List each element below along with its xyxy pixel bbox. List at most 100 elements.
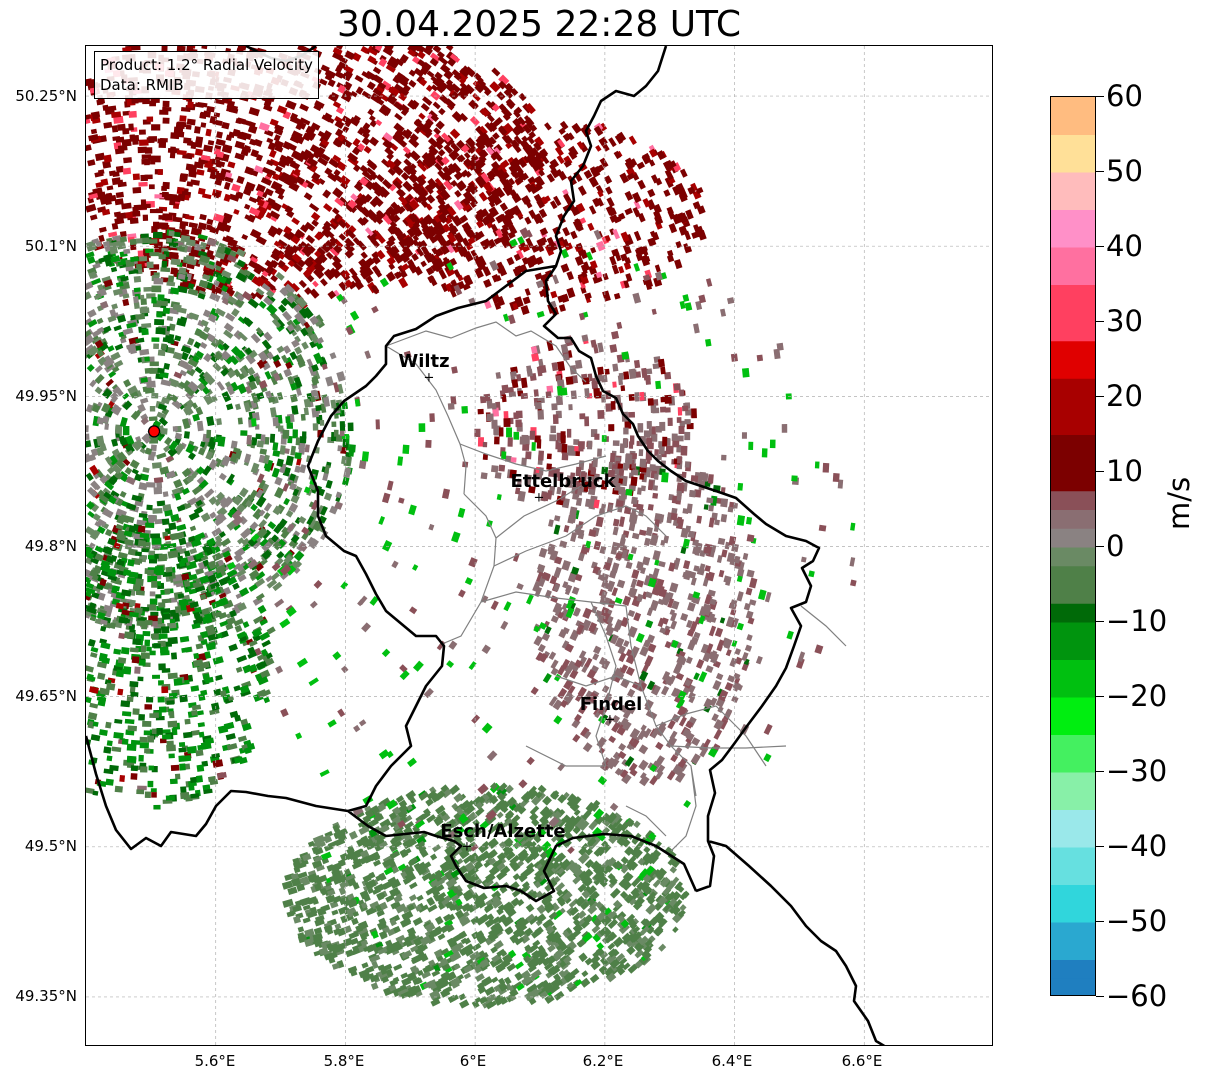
radar-echo-cell	[544, 122, 552, 131]
radar-echo-cell	[212, 119, 223, 127]
radar-echo-cell	[174, 773, 181, 780]
radar-echo-cell	[628, 135, 637, 145]
radar-echo-cell	[128, 123, 134, 131]
radar-echo-cell	[135, 345, 142, 351]
radar-echo-cell	[433, 213, 444, 225]
radar-echo-cell	[137, 676, 144, 682]
radar-echo-cell	[137, 146, 147, 154]
radar-echo-cell	[121, 738, 129, 745]
radar-echo-cell	[236, 654, 248, 663]
radar-echo-cell	[157, 169, 163, 176]
radar-echo-cell	[344, 119, 352, 128]
radar-echo-cell	[228, 643, 238, 652]
radar-echo-cell	[158, 141, 167, 149]
radar-echo-cell	[304, 444, 310, 453]
radar-echo-cell	[370, 982, 379, 991]
radar-echo-cell	[602, 290, 611, 302]
radar-echo-cell	[450, 162, 462, 174]
radar-echo-cell	[263, 696, 271, 704]
radar-echo-cell	[105, 778, 114, 786]
radar-echo-cell	[258, 519, 268, 529]
radar-echo-cell	[248, 196, 258, 204]
radar-echo-cell	[361, 90, 372, 100]
radar-echo-cell	[619, 172, 630, 184]
radar-echo-cell	[247, 124, 258, 134]
radar-echo-cell	[186, 46, 194, 52]
radar-echo-cell	[106, 740, 113, 747]
radar-echo-cell	[172, 426, 178, 432]
radar-echo-cell	[187, 101, 194, 109]
radar-echo-cell	[418, 78, 428, 87]
radar-echo-cell	[445, 79, 454, 87]
radar-echo-cell	[320, 243, 331, 254]
radar-echo-cell	[113, 115, 124, 124]
radar-echo-cell	[393, 122, 405, 134]
radar-echo-cell	[299, 464, 307, 474]
radar-echo-cell	[187, 451, 196, 461]
radar-echo-cell	[216, 381, 226, 391]
radar-echo-cell	[433, 127, 441, 135]
radar-echo-cell	[305, 234, 316, 244]
radar-echo-cell	[86, 203, 97, 213]
radar-echo-cell	[524, 288, 531, 296]
radar-map[interactable]	[85, 45, 993, 1046]
radar-echo-cell	[151, 297, 157, 304]
radar-echo-cell	[181, 646, 192, 653]
radar-echo-cell	[341, 270, 351, 279]
radar-echo-cell	[226, 473, 235, 484]
radar-echo-cell	[107, 315, 117, 323]
radar-echo-cell	[114, 785, 123, 793]
radar-echo-cell	[274, 123, 285, 132]
radar-echo-cell	[434, 916, 444, 925]
radar-echo-cell	[663, 189, 671, 197]
radar-echo-cell	[138, 256, 148, 262]
radar-echo-cell	[150, 788, 157, 793]
radar-echo-cell	[139, 742, 149, 749]
radar-echo-cell	[250, 149, 260, 158]
radar-echo-cell	[232, 582, 240, 590]
radar-echo-cell	[152, 674, 160, 679]
radar-echo-cell	[205, 128, 212, 137]
radar-echo-cell	[91, 112, 99, 120]
radar-echo-cell	[308, 202, 320, 212]
radar-echo-cell	[89, 214, 98, 221]
radar-echo-cell	[584, 292, 592, 300]
radar-echo-cell	[331, 259, 343, 271]
radar-echo-cell	[153, 804, 161, 810]
radar-echo-cell	[161, 191, 169, 198]
radar-echo-cell	[86, 363, 95, 372]
radar-echo-cell	[613, 292, 621, 300]
radar-echo-cell	[341, 455, 348, 465]
radar-echo-cell	[152, 633, 159, 640]
radar-echo-cell	[149, 252, 159, 257]
radar-echo-cell	[261, 339, 272, 351]
radar-echo-cell	[195, 643, 204, 650]
radar-echo-cell	[158, 300, 168, 307]
radar-echo-cell	[129, 217, 139, 224]
radar-echo-cell	[161, 686, 169, 694]
radar-echo-cell	[485, 100, 493, 108]
radar-echo-cell	[160, 267, 171, 273]
radar-echo-cell	[279, 154, 290, 164]
radar-echo-cell	[126, 755, 137, 763]
radar-echo-cell	[242, 146, 252, 153]
radar-echo-cell	[267, 521, 277, 530]
radar-echo-cell	[231, 183, 241, 193]
radar-echo-cell	[312, 280, 319, 288]
radar-echo-cell	[167, 338, 175, 345]
radar-echo-cell	[368, 211, 380, 224]
radar-echo-cell	[403, 158, 412, 167]
radar-echo-cell	[504, 209, 515, 221]
radar-echo-cell	[200, 512, 211, 523]
radar-echo-cell	[207, 139, 215, 146]
radar-echo-cell	[451, 111, 464, 123]
radar-echo-cell	[90, 278, 102, 286]
radar-echo-cell	[425, 118, 434, 127]
radar-echo-cell	[367, 108, 375, 116]
radar-echo-cell	[97, 698, 106, 707]
radar-echo-cell	[316, 246, 326, 256]
radar-echo-cell	[137, 525, 146, 533]
radar-echo-cell	[679, 168, 688, 178]
radar-echo-cell	[320, 64, 330, 73]
radar-echo-cell	[268, 149, 277, 158]
